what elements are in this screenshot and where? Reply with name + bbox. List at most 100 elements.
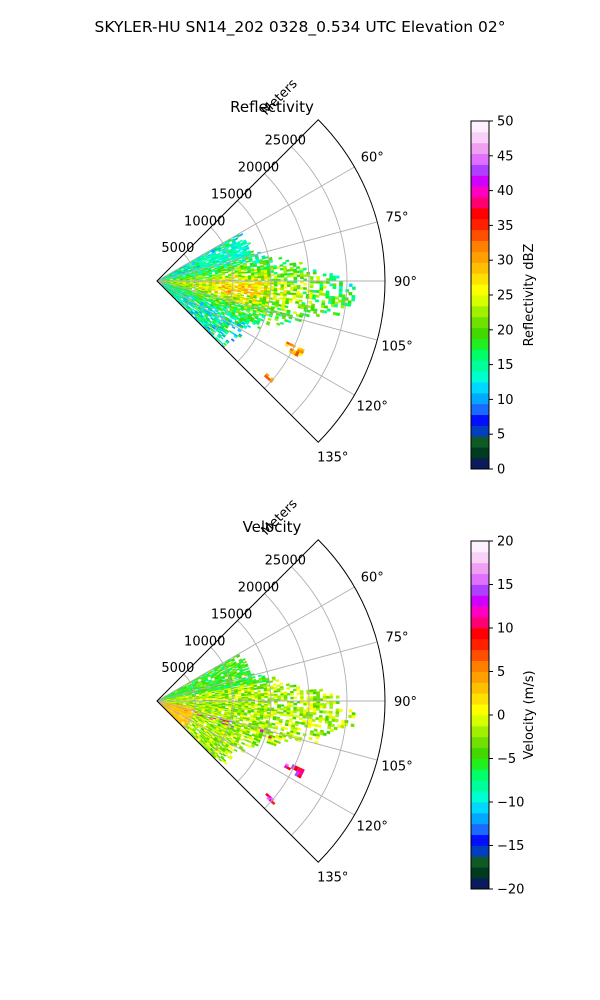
- radar-cell: [299, 287, 304, 290]
- radar-cell: [334, 304, 339, 308]
- radar-cell: [201, 286, 206, 288]
- radar-cell: [255, 718, 260, 721]
- radar-cell: [218, 274, 223, 276]
- radar-cell: [182, 278, 187, 280]
- radar-cell: [339, 283, 343, 287]
- radar-cell: [255, 261, 260, 264]
- radar-cell: [254, 705, 259, 708]
- radar-cell: [234, 276, 239, 278]
- radar-cell: [250, 710, 255, 713]
- radar-cell: [243, 713, 248, 716]
- radar-cell: [231, 697, 236, 700]
- radar-cell: [244, 278, 249, 280]
- radar-cell: [272, 297, 277, 301]
- radar-cell: [323, 305, 329, 309]
- radar-cell: [332, 283, 337, 287]
- radar-cell: [239, 308, 244, 312]
- radar-cell: [241, 273, 245, 276]
- radar-cell: [192, 699, 197, 701]
- azimuth-tick-label: 105°: [381, 339, 412, 354]
- radar-cell: [309, 276, 314, 280]
- colorbar-segment: [471, 121, 489, 133]
- radar-cell: [253, 264, 258, 268]
- radar-cell: [257, 674, 262, 678]
- radar-cell: [221, 273, 226, 276]
- radar-cell: [313, 310, 318, 315]
- radar-cell: [245, 247, 250, 251]
- colorbar-segment: [471, 262, 489, 274]
- radar-cell: [325, 290, 330, 294]
- radar-cell: [335, 275, 340, 279]
- radar-cell: [306, 289, 311, 293]
- radar-echo-cells: [156, 653, 356, 806]
- radar-cell: [247, 276, 252, 279]
- radar-cell: [237, 693, 242, 696]
- radar-cell: [234, 289, 239, 292]
- radar-cell: [287, 274, 291, 278]
- radar-cell: [300, 276, 304, 280]
- radar-cell: [257, 288, 262, 291]
- radar-cell: [259, 262, 264, 265]
- radar-cell: [292, 264, 297, 268]
- radar-cell: [224, 288, 229, 291]
- radar-cell: [276, 322, 281, 326]
- radar-cell: [276, 266, 281, 270]
- radar-cell: [232, 717, 237, 721]
- range-tick-label: 15000: [211, 187, 252, 202]
- radar-cell: [235, 261, 240, 264]
- colorbar-segment: [471, 153, 489, 165]
- radar-cell: [215, 284, 220, 286]
- radar-cell: [279, 267, 284, 271]
- radar-cell: [316, 276, 320, 279]
- colorbar-segment: [471, 251, 489, 263]
- colorbar-tick-label: 30: [497, 254, 514, 269]
- colorbar-segment: [471, 164, 489, 176]
- figure-title: SKYLER-HU SN14_202 0328_0.534 UTC Elevat…: [95, 18, 506, 37]
- radar-cell: [280, 284, 285, 287]
- radar-cell: [242, 668, 247, 672]
- radar-cell: [234, 272, 239, 275]
- radar-cell: [240, 268, 245, 271]
- radar-cell: [247, 271, 252, 274]
- radar-cell: [322, 273, 327, 277]
- radar-cell: [274, 317, 279, 322]
- radar-cell: [231, 325, 236, 330]
- radar-cell: [189, 701, 193, 703]
- radar-cell: [211, 696, 216, 699]
- radar-cell: [250, 690, 255, 694]
- radar-cell: [286, 269, 291, 272]
- azimuth-gridline: [156, 280, 378, 341]
- radar-cell: [293, 288, 298, 292]
- azimuth-gridline: [156, 221, 378, 282]
- radar-cell: [283, 273, 288, 276]
- radar-cell: [250, 288, 255, 292]
- radar-cell: [293, 272, 298, 276]
- radar-cell: [329, 283, 334, 287]
- radar-cell: [243, 684, 248, 688]
- radar-cell: [182, 701, 187, 703]
- range-tick-label: 25000: [265, 134, 306, 149]
- radar-cell: [234, 237, 239, 241]
- radar-cell: [293, 284, 298, 288]
- radar-cell: [244, 285, 249, 288]
- radar-cell: [244, 708, 249, 711]
- radar-cell: [277, 282, 282, 285]
- radar-cell: [351, 294, 356, 299]
- azimuth-tick-label: 135°: [317, 451, 348, 466]
- colorbar-segment: [471, 382, 489, 394]
- radar-cell: [290, 282, 295, 286]
- radar-cell: [260, 292, 265, 296]
- velocity-polar-plot: 50001000015000200002500060°75°90°105°120…: [156, 496, 417, 886]
- radar-cell: [237, 290, 242, 293]
- radar-cell: [278, 256, 283, 260]
- radar-cell: [205, 282, 210, 284]
- radar-cell: [221, 275, 226, 278]
- radar-cell: [254, 707, 258, 711]
- radar-cell: [280, 275, 285, 278]
- radar-cell: [273, 271, 278, 275]
- radar-cell: [277, 273, 281, 276]
- radar-cell: [202, 704, 206, 707]
- radar-cell: [247, 291, 252, 294]
- radar-cell: [220, 336, 224, 340]
- radar-cell: [287, 284, 291, 288]
